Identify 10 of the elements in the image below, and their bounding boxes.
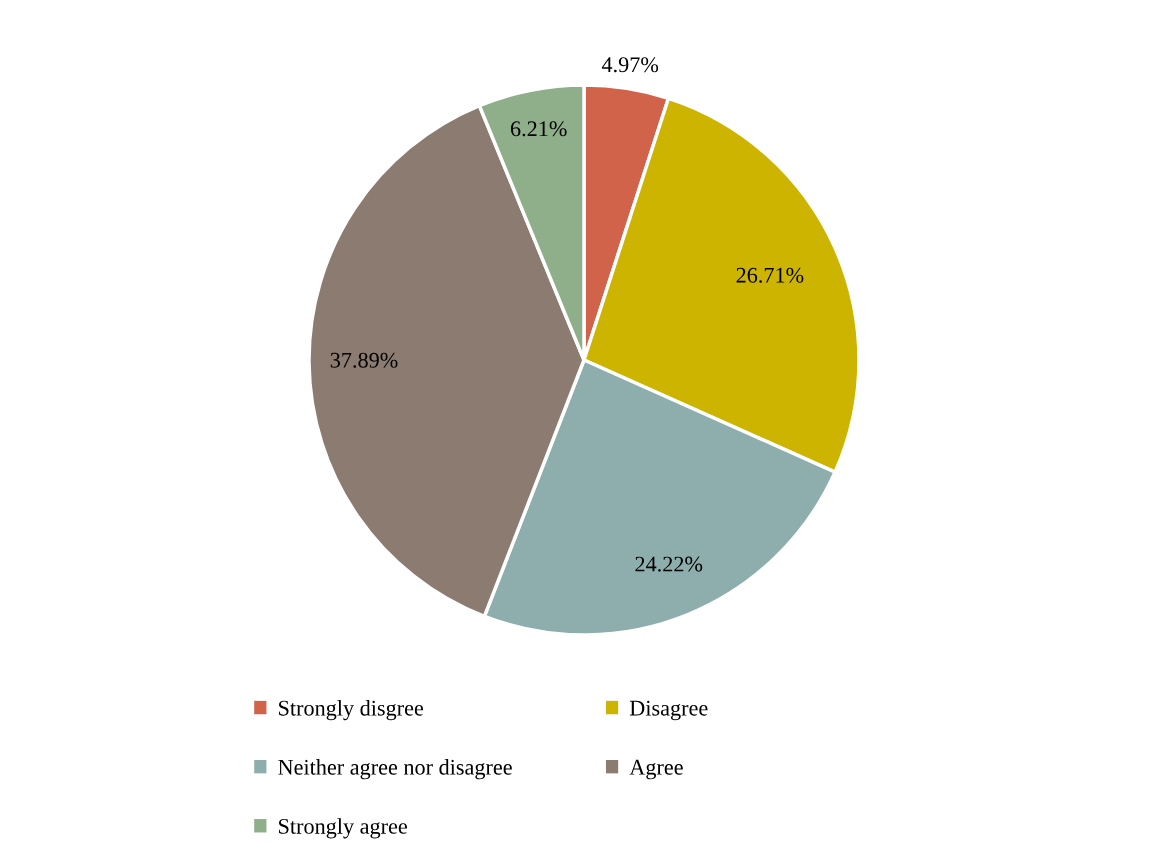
data-label: 4.97% [601,57,659,73]
legend-label: Disagree [629,700,708,721]
legend-label: Strongly disgree [279,700,424,721]
data-label: 6.21% [510,121,567,137]
legend-label: Neither agree nor disagree [278,759,512,780]
data-label: 24.22% [635,556,703,572]
data-label: 37.89% [330,352,398,368]
legend-label: Agree [629,759,683,780]
legend-label: Strongly agree [279,818,407,839]
data-label: 26.71% [736,267,804,283]
